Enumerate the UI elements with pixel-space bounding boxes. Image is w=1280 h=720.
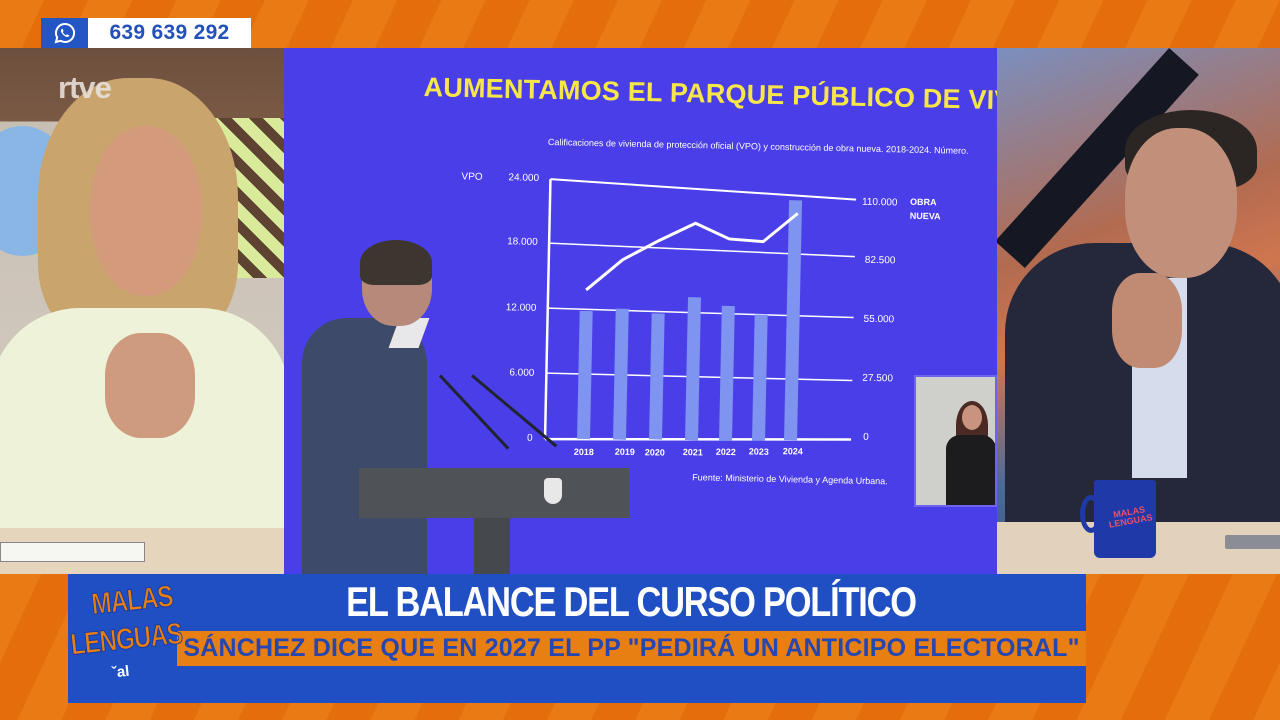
center-press-conference-panel: AUMENTAMOS EL PARQUE PÚBLICO DE VIVIENDA… <box>284 48 997 574</box>
svg-text:55.000: 55.000 <box>863 314 894 326</box>
svg-text:82.500: 82.500 <box>865 255 896 267</box>
guest-hand <box>1112 273 1182 368</box>
mobile-phone <box>1225 535 1280 549</box>
svg-text:6.000: 6.000 <box>509 367 535 379</box>
right-camera-panel: MALAS LENGUAS <box>997 48 1280 574</box>
svg-text:27.500: 27.500 <box>862 373 893 385</box>
chart-source: Fuente: Ministerio de Vivienda y Agenda … <box>692 472 888 486</box>
svg-text:2022: 2022 <box>716 447 736 457</box>
presenter-face <box>90 126 202 296</box>
guest-face <box>1125 128 1237 278</box>
presenter-hands <box>105 333 195 438</box>
svg-text:0: 0 <box>527 433 533 444</box>
svg-text:2024: 2024 <box>783 446 803 456</box>
left-camera-panel: rtve <box>0 48 284 574</box>
svg-text:0: 0 <box>863 432 869 443</box>
speaker-hair <box>360 240 432 285</box>
mug <box>1094 480 1156 558</box>
whatsapp-icon <box>41 18 88 48</box>
svg-text:12.000: 12.000 <box>506 302 537 314</box>
svg-text:2018: 2018 <box>574 447 594 457</box>
interpreter-head <box>962 405 982 430</box>
podium <box>359 468 629 518</box>
svg-text:2020: 2020 <box>645 447 665 457</box>
whatsapp-phone-bar: 639 639 292 <box>41 18 251 48</box>
interpreter-body <box>946 435 995 505</box>
spain-coat-of-arms-icon <box>544 478 562 504</box>
svg-text:2021: 2021 <box>683 447 703 457</box>
podium-stem <box>474 518 510 574</box>
subheadline: SÁNCHEZ DICE QUE EN 2027 EL PP "PEDIRÁ U… <box>183 634 1080 662</box>
vpo-bars <box>577 200 803 442</box>
headline: EL BALANCE DEL CURSO POLÍTICO <box>346 577 917 625</box>
svg-text:2019: 2019 <box>615 447 635 457</box>
svg-text:OBRA: OBRA <box>910 197 937 208</box>
svg-text:24.000: 24.000 <box>508 172 539 184</box>
speaker-body <box>302 318 427 574</box>
subheadline-band <box>177 631 1086 666</box>
housing-chart: VPO 24.000 18.000 12.000 6.000 0 110.000… <box>461 171 942 486</box>
svg-text:110.000: 110.000 <box>862 197 898 209</box>
vpo-axis-label: VPO <box>461 171 483 182</box>
svg-text:18.000: 18.000 <box>507 236 538 248</box>
phone-number: 639 639 292 <box>88 18 251 48</box>
svg-text:NUEVA: NUEVA <box>910 211 942 222</box>
svg-text:2023: 2023 <box>749 446 769 456</box>
obra-nueva-line <box>585 212 799 292</box>
sign-language-interpreter-inset <box>914 375 997 507</box>
notebook <box>0 542 145 562</box>
rtve-logo: rtve <box>58 70 112 105</box>
malas-lenguas-logo: MALAS LENGUAS ˇal <box>69 579 184 682</box>
